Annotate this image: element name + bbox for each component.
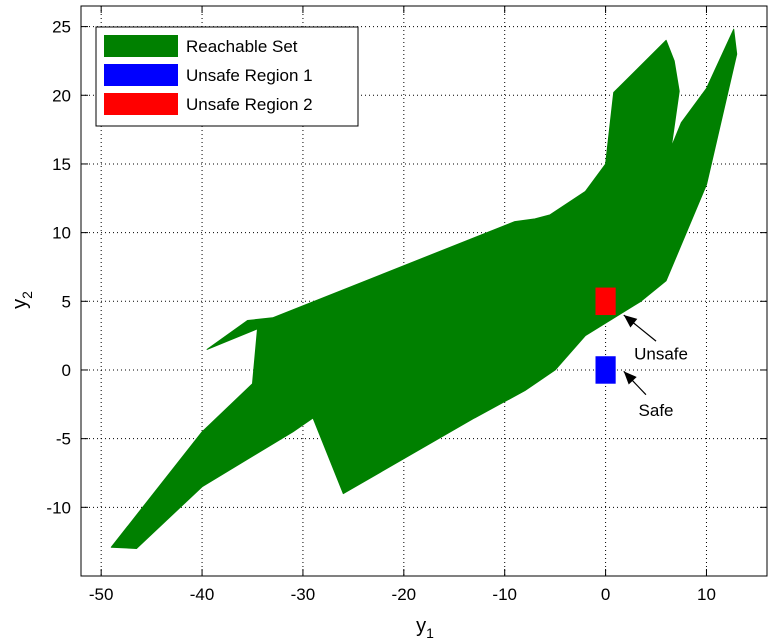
legend-label: Unsafe Region 1 — [186, 66, 313, 85]
data-layer — [110, 28, 738, 549]
x-tick-label: -20 — [392, 585, 417, 604]
x-axis-label-main: y — [416, 615, 426, 637]
y-tick-label: -10 — [46, 498, 71, 517]
y-tick-label: 0 — [62, 361, 71, 380]
x-axis-label: y1 — [416, 615, 434, 641]
reachable-set-area — [110, 28, 738, 549]
y-tick-label: 10 — [52, 224, 71, 243]
y-axis-label: y2 — [9, 291, 35, 309]
x-tick-label: 0 — [601, 585, 610, 604]
legend-label: Reachable Set — [186, 37, 298, 56]
x-tick-label: -30 — [291, 585, 316, 604]
annotation-label: Unsafe — [634, 344, 688, 363]
y-tick-label: 20 — [52, 86, 71, 105]
legend-swatch — [104, 35, 178, 57]
y-axis-label-sub: 2 — [19, 291, 35, 299]
unsafe-region-2-rect — [595, 287, 616, 316]
legend-swatch — [104, 93, 178, 115]
y-axis-label-main: y — [9, 299, 31, 309]
x-tick-label: -10 — [492, 585, 517, 604]
y-tick-label: 15 — [52, 155, 71, 174]
annotation-arrow-head — [623, 315, 638, 328]
legend-label: Unsafe Region 2 — [186, 95, 313, 114]
annotation-label: Safe — [639, 401, 674, 420]
x-axis-label-sub: 1 — [426, 625, 434, 641]
annotation-arrow-head — [623, 371, 637, 385]
legend-swatch — [104, 64, 178, 86]
legend: Reachable Set Unsafe Region 1 Unsafe Regio… — [95, 26, 359, 127]
x-tick-label: 10 — [697, 585, 716, 604]
annotations: Unsafe Safe — [623, 314, 688, 420]
y-tick-label: 5 — [62, 292, 71, 311]
y-tick-label: 25 — [52, 18, 71, 37]
unsafe-region-1-rect — [595, 356, 616, 384]
y-tick-label: -5 — [56, 430, 71, 449]
x-tick-label: -50 — [89, 585, 114, 604]
x-tick-label: -40 — [190, 585, 215, 604]
axes-box — [80, 5, 768, 577]
